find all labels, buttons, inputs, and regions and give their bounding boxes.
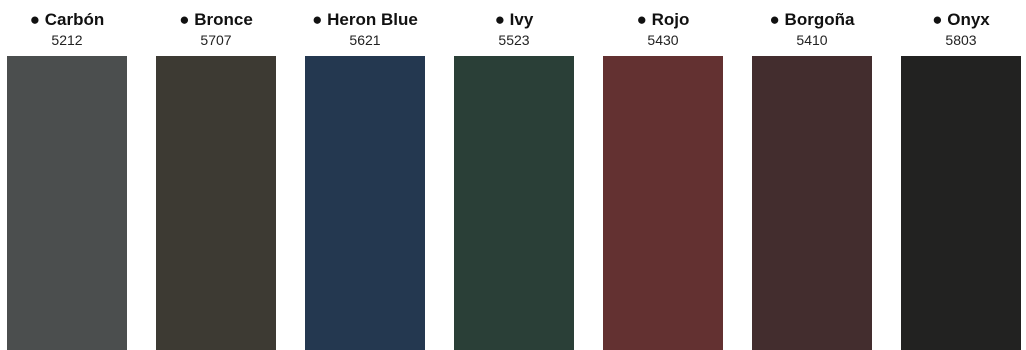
swatch-name: ● Heron Blue xyxy=(312,10,418,29)
swatch-bronce: ● Bronce 5707 xyxy=(156,0,276,350)
swatch-heron-blue: ● Heron Blue 5621 xyxy=(305,0,425,350)
swatch-code: 5621 xyxy=(349,32,381,48)
swatch-carbon: ● Carbón 5212 xyxy=(7,0,127,350)
color-chip xyxy=(752,56,872,350)
swatch-name: ● Rojo xyxy=(636,10,690,29)
color-chip xyxy=(454,56,574,350)
swatch-borgona: ● Borgoña 5410 xyxy=(752,0,872,350)
color-chip xyxy=(603,56,723,350)
swatch-name: ● Borgoña xyxy=(769,10,855,29)
color-chip xyxy=(901,56,1021,350)
swatch-name: ● Onyx xyxy=(932,10,990,29)
swatch-code: 5212 xyxy=(51,32,83,48)
swatch-ivy: ● Ivy 5523 xyxy=(454,0,574,350)
swatch-name: ● Carbón xyxy=(29,10,105,29)
swatch-onyx: ● Onyx 5803 xyxy=(901,0,1021,350)
color-chip xyxy=(7,56,127,350)
swatch-name: ● Bronce xyxy=(179,10,253,29)
swatch-name: ● Ivy xyxy=(494,10,534,29)
swatch-rojo: ● Rojo 5430 xyxy=(603,0,723,350)
swatch-code: 5410 xyxy=(796,32,828,48)
color-chip xyxy=(156,56,276,350)
swatch-code: 5803 xyxy=(945,32,977,48)
swatch-code: 5430 xyxy=(647,32,679,48)
swatch-code: 5523 xyxy=(498,32,530,48)
swatch-code: 5707 xyxy=(200,32,232,48)
color-chip xyxy=(305,56,425,350)
